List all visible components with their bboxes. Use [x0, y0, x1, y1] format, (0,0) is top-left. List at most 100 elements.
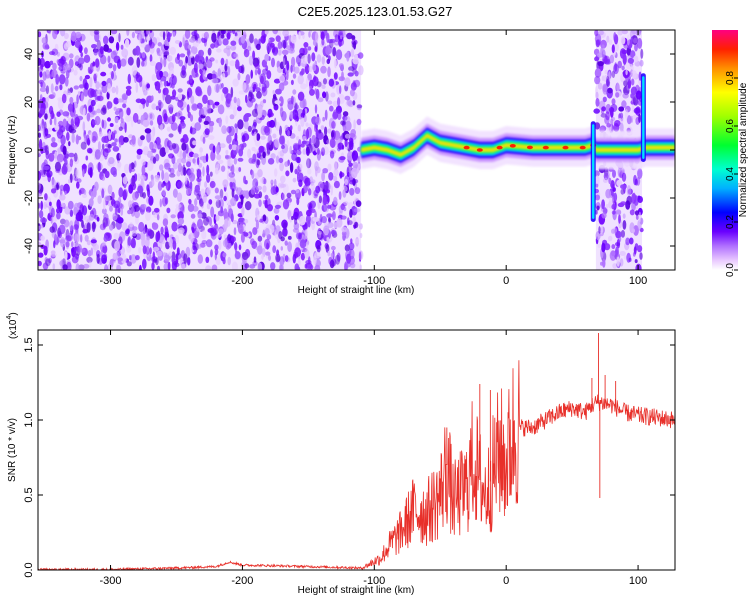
speckle: [595, 175, 600, 187]
speckle: [113, 106, 117, 111]
speckle: [151, 103, 157, 110]
speckle: [67, 103, 73, 112]
speckle: [219, 83, 223, 90]
speckle: [190, 95, 195, 104]
speckle: [130, 237, 136, 249]
speckle: [322, 194, 327, 206]
speckle: [123, 136, 129, 143]
speckle: [328, 172, 334, 181]
speckle: [107, 101, 110, 110]
speckle: [76, 181, 80, 189]
speckle: [153, 207, 160, 213]
speckle: [267, 134, 272, 146]
speckle: [229, 114, 235, 120]
speckle: [243, 49, 250, 58]
speckle: [138, 104, 144, 110]
speckle: [631, 78, 635, 86]
speckle: [233, 53, 239, 58]
speckle: [86, 256, 93, 263]
speckle: [95, 81, 100, 90]
speckle: [102, 244, 108, 254]
speckle: [131, 226, 138, 231]
speckle: [75, 212, 82, 222]
speckle: [84, 222, 88, 231]
y-tick-label: 0.5: [23, 487, 35, 502]
speckle: [250, 69, 253, 79]
speckle: [622, 53, 627, 65]
speckle: [321, 38, 325, 46]
speckle: [49, 118, 53, 126]
speckle: [204, 128, 210, 136]
speckle: [222, 38, 229, 46]
speckle: [357, 155, 361, 164]
speckle: [235, 186, 238, 192]
speckle: [317, 230, 323, 235]
speckle: [43, 245, 48, 256]
speckle: [131, 135, 136, 145]
speckle: [156, 214, 160, 221]
speckle: [594, 194, 601, 201]
speckle: [342, 123, 347, 132]
speckle: [169, 173, 176, 178]
speckle: [601, 212, 607, 219]
speckle: [98, 131, 103, 137]
speckle: [596, 205, 600, 211]
speckle: [302, 185, 308, 194]
speckle: [93, 48, 98, 56]
speckle: [258, 199, 262, 207]
speckle: [357, 146, 363, 152]
speckle: [62, 111, 70, 117]
speckle: [249, 264, 256, 269]
speckle: [222, 252, 227, 258]
speckle: [209, 217, 212, 227]
speckle: [196, 193, 200, 201]
speckle: [273, 207, 280, 214]
speckle: [68, 124, 73, 133]
speckle: [198, 63, 204, 69]
speckle: [40, 200, 43, 211]
colorbar-bar: [712, 30, 738, 270]
speckle: [187, 50, 191, 56]
speckle: [166, 207, 171, 214]
speckle: [300, 116, 305, 128]
speckle: [86, 222, 91, 233]
speckle: [159, 50, 163, 56]
colorbar-tick-label: 0.2: [725, 215, 736, 229]
speckle: [113, 130, 117, 135]
speckle: [356, 118, 362, 126]
speckle: [254, 69, 258, 76]
speckle: [221, 82, 224, 89]
speckle: [627, 57, 635, 64]
speckle: [45, 258, 51, 267]
speckle: [350, 48, 355, 58]
speckle: [308, 65, 313, 73]
speckle: [613, 123, 620, 132]
speckle: [263, 33, 266, 43]
speckle: [237, 224, 244, 234]
speckle: [336, 218, 343, 228]
speckle: [243, 114, 249, 123]
speckle: [348, 162, 353, 167]
speckle: [191, 103, 198, 111]
x-tick-label: -300: [100, 275, 122, 287]
speckle: [229, 45, 237, 51]
speckle: [333, 196, 338, 206]
speckle: [149, 141, 154, 151]
speckle: [241, 135, 246, 143]
speckle: [210, 43, 216, 49]
speckle: [331, 130, 335, 138]
speckle: [624, 109, 629, 120]
speckle: [329, 38, 336, 43]
speckle: [604, 69, 609, 75]
speckle: [325, 46, 331, 56]
speckle: [269, 119, 276, 128]
speckle: [215, 163, 222, 173]
speckle: [194, 184, 200, 193]
speckle: [230, 86, 234, 98]
speckle: [155, 62, 163, 71]
speckle: [55, 168, 61, 173]
speckle: [155, 105, 159, 111]
speckle: [609, 54, 615, 64]
speckle: [353, 221, 359, 229]
